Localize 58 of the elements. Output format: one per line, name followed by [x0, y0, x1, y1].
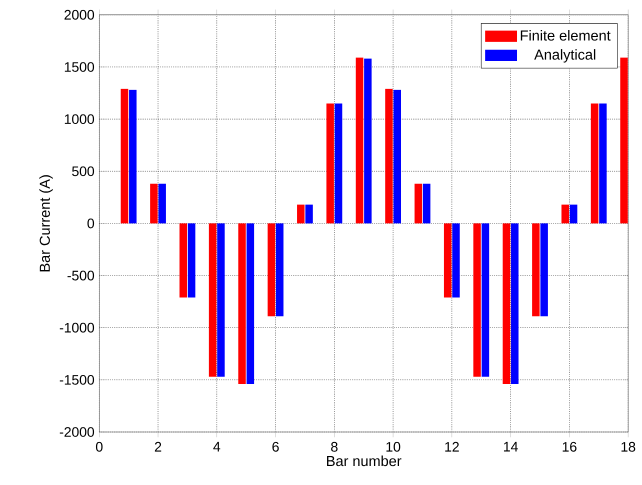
bar: [334, 103, 342, 224]
bar: [540, 223, 548, 316]
bar: [180, 223, 188, 298]
y-tick-label: -2000: [60, 426, 94, 437]
y-tick-label: -500: [68, 270, 94, 280]
bar: [188, 223, 196, 298]
bar: [532, 223, 540, 316]
bar: [305, 204, 313, 224]
x-tick-label: 12: [445, 442, 459, 452]
bar: [422, 184, 430, 224]
x-tick-label: 18: [622, 442, 636, 452]
bar: [276, 223, 284, 316]
bar: [482, 223, 490, 377]
x-tick-label: 8: [331, 442, 338, 452]
bar: [444, 223, 452, 298]
y-tick-label: 1000: [64, 114, 94, 124]
x-tick-label: 16: [562, 442, 576, 452]
y-tick-label: 1500: [64, 62, 94, 72]
y-tick-label: 2000: [64, 10, 94, 20]
bar: [511, 223, 519, 384]
bar: [385, 88, 393, 224]
bar: [326, 103, 334, 224]
bar: [158, 184, 166, 224]
x-axis-title: Bar number: [327, 455, 402, 466]
bar: [414, 184, 422, 224]
bar: [238, 223, 246, 384]
y-tick-label: 500: [72, 166, 94, 176]
y-axis-title: Bar Current (A): [39, 174, 53, 272]
bar: [356, 57, 364, 224]
bar: [393, 90, 402, 224]
y-tick-label: -1000: [60, 322, 94, 332]
legend-label: Finite element: [520, 30, 611, 40]
bar: [217, 223, 225, 377]
bar: [246, 223, 254, 384]
bar: [364, 58, 372, 224]
x-tick-label: 14: [504, 442, 518, 452]
y-tick-label: -1500: [60, 374, 94, 385]
bar: [502, 223, 510, 384]
bar: [561, 204, 569, 224]
x-tick-label: 4: [213, 442, 220, 452]
bar: [570, 204, 578, 224]
bar: [150, 184, 158, 224]
bar: [120, 88, 128, 224]
bar: [473, 223, 481, 377]
bar: [129, 90, 137, 224]
bar: [620, 57, 628, 224]
bar: [599, 103, 607, 224]
y-tick-label: 0: [87, 218, 94, 228]
x-tick-label: 10: [386, 442, 400, 452]
x-tick-label: 0: [96, 442, 103, 452]
x-tick-label: 6: [272, 442, 279, 452]
x-tick-label: 2: [154, 442, 162, 452]
bar: [297, 204, 305, 224]
legend-label: Analytical: [534, 48, 596, 62]
bar: [590, 103, 598, 224]
bar: [208, 223, 216, 377]
bar: [268, 223, 276, 316]
bar: [452, 223, 460, 298]
